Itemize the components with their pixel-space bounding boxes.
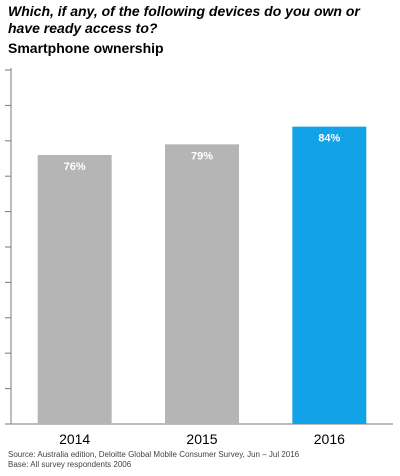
bar-2015: [165, 144, 239, 424]
chart-title: Smartphone ownership: [8, 40, 164, 56]
bar-2014: [37, 154, 112, 424]
value-labels: 76% 79% 84%: [64, 133, 341, 173]
source-note: Source: Australia edition, Deloitte Glob…: [8, 450, 300, 459]
x-tick-label-2016: 2016: [314, 431, 345, 447]
x-tick-labels: 2014 2015 2016: [59, 431, 345, 447]
bar-2016: [292, 126, 367, 424]
value-label-2016: 84%: [318, 133, 340, 145]
bars: [37, 126, 367, 424]
survey-question: Which, if any, of the following devices …: [8, 3, 360, 36]
x-tick-label-2015: 2015: [186, 431, 217, 447]
x-tick-label-2014: 2014: [59, 431, 90, 447]
value-label-2015: 79%: [191, 150, 213, 162]
value-label-2014: 76%: [64, 161, 86, 173]
base-note: Base: All survey respondents 2006: [8, 460, 132, 469]
chart-footer: Source: Australia edition, Deloitte Glob…: [8, 450, 299, 470]
